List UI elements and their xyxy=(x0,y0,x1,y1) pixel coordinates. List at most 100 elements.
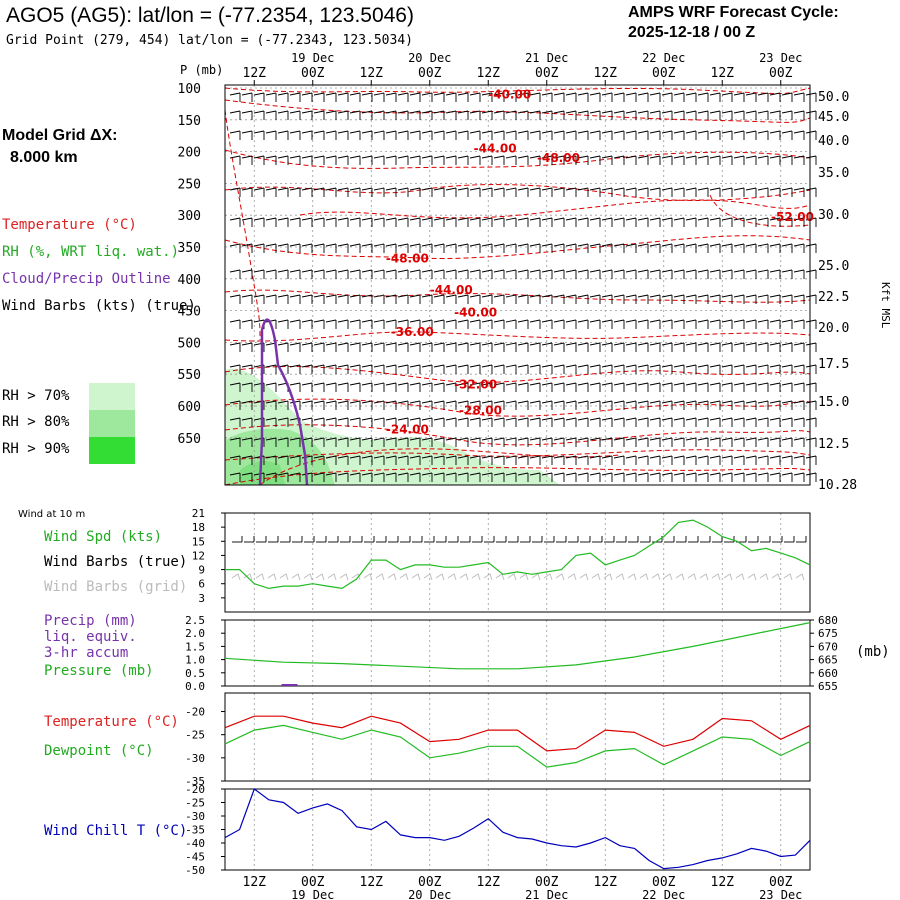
wind-barb-shaft xyxy=(601,110,613,114)
wind-barb xyxy=(793,269,805,279)
wind-barb-shaft xyxy=(385,455,397,459)
wind-barb xyxy=(757,130,769,140)
wind-barb xyxy=(805,455,817,465)
wind-barb xyxy=(517,319,529,329)
wind-barb-shaft xyxy=(685,364,697,368)
wind-barb xyxy=(361,217,373,227)
wind-barb-shaft xyxy=(697,472,709,476)
wind-barb xyxy=(505,92,517,102)
wind-barb xyxy=(685,130,697,140)
wind-barb-shaft xyxy=(409,110,421,114)
wind-barb-shaft xyxy=(265,217,277,221)
top-time-label: 00Z xyxy=(301,66,325,81)
wind-barb xyxy=(601,130,613,140)
wind-barb-shaft xyxy=(553,342,565,346)
wind-barb-shaft xyxy=(625,269,637,273)
wind-barb-shaft xyxy=(361,155,373,159)
wind-barb-shaft xyxy=(313,437,325,441)
wind-barb-shaft xyxy=(577,269,589,273)
wind-barb-shaft xyxy=(637,155,649,159)
wind-barb xyxy=(385,319,397,329)
wind-barb-shaft xyxy=(805,155,817,159)
wind-barb xyxy=(721,187,733,197)
wind-barb-shaft xyxy=(613,472,625,476)
wind-barb xyxy=(793,294,805,304)
wind-chill-tick-label: -45 xyxy=(185,851,205,864)
wind-barb xyxy=(385,92,397,102)
wind-barb-shaft xyxy=(577,187,589,191)
wind-barb-shaft xyxy=(265,400,277,404)
wind-barb-shaft xyxy=(445,437,457,441)
wind-barb xyxy=(781,155,793,165)
wind-barb-shaft xyxy=(313,155,325,159)
height-kft-tick-label: 30.0 xyxy=(818,208,849,223)
wind-barb xyxy=(649,92,661,102)
wind-barb-shaft xyxy=(541,217,553,221)
temperature-contour-label: -40.00 xyxy=(488,87,531,101)
wind-barb xyxy=(733,130,745,140)
wind-barb xyxy=(289,110,301,120)
wind-barb xyxy=(709,294,721,304)
pressure-tick-label: 300 xyxy=(178,209,201,224)
wind-barb-shaft xyxy=(409,130,421,134)
wind-barb xyxy=(769,187,781,197)
wind-barb-shaft xyxy=(313,294,325,298)
wind-barb xyxy=(457,437,469,447)
wind-barb xyxy=(493,130,505,140)
wind-barb xyxy=(229,269,241,279)
wind-barb xyxy=(445,400,457,410)
wind-barb xyxy=(469,110,481,120)
wind-barb-shaft xyxy=(673,437,685,441)
wind-barb xyxy=(721,364,733,374)
wind-barb xyxy=(529,382,541,392)
wind-barb xyxy=(601,342,613,352)
wind-barb xyxy=(589,130,601,140)
wind-barb xyxy=(229,319,241,329)
wind-chill-tick-label: -20 xyxy=(185,783,205,796)
wind-barb xyxy=(589,294,601,304)
wind-barb-shaft xyxy=(553,400,565,404)
wind-barb xyxy=(373,382,385,392)
wind-barb xyxy=(661,130,673,140)
wind-barb xyxy=(589,155,601,165)
wind-barb-shaft xyxy=(493,130,505,134)
wind-barb-shaft xyxy=(553,217,565,221)
wind-barb-shaft xyxy=(373,130,385,134)
wind-barb xyxy=(733,243,745,253)
wind-barb xyxy=(637,217,649,227)
wind-barb-shaft xyxy=(541,364,553,368)
wind-barb xyxy=(337,155,349,165)
wind-barb-shaft xyxy=(373,269,385,273)
wind-barb-shaft xyxy=(613,92,625,96)
wind-barb xyxy=(325,269,337,279)
wind-barb xyxy=(769,243,781,253)
wind-barb-shaft xyxy=(601,319,613,323)
wind-barb-shaft xyxy=(337,437,349,441)
wind-barb xyxy=(637,342,649,352)
wind-barb-shaft xyxy=(685,110,697,114)
wind-barb xyxy=(409,243,421,253)
wind-barb-shaft xyxy=(649,342,661,346)
wind-barb xyxy=(613,455,625,465)
wind-barb-shaft xyxy=(337,364,349,368)
wind-barb xyxy=(373,110,385,120)
wind-barb xyxy=(409,472,421,482)
wind-barb-shaft xyxy=(253,217,265,221)
wind-barb-shaft xyxy=(793,243,805,247)
top-time-label: 12Z xyxy=(360,66,384,81)
wind-barb xyxy=(601,92,613,102)
forecast-cycle-value: 2025-12-18 / 00 Z xyxy=(628,24,756,41)
wind-barb-shaft xyxy=(529,382,541,386)
wind-barb-shaft xyxy=(493,155,505,159)
wind-barb-shaft xyxy=(529,342,541,346)
wind-barb-shaft xyxy=(697,437,709,441)
wind-barb-shaft xyxy=(361,382,373,386)
wind-barb xyxy=(541,155,553,165)
wind-barb-shaft xyxy=(469,472,481,476)
legend-rh: RH (%, WRT liq. wat.) xyxy=(2,244,180,260)
wind-barb-shaft xyxy=(349,130,361,134)
wind-barb xyxy=(565,417,577,427)
wind-barb-shaft xyxy=(349,110,361,114)
wind-barb-shaft xyxy=(589,269,601,273)
wind-barb xyxy=(229,243,241,253)
